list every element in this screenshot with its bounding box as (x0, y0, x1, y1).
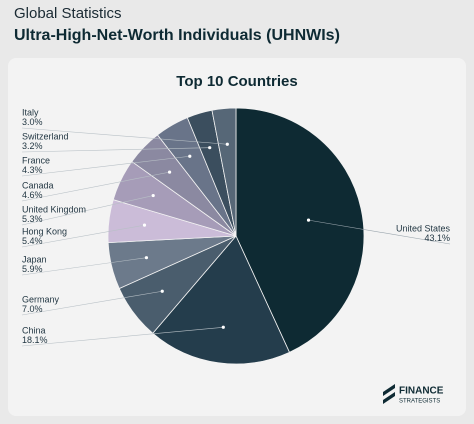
slice-value: 18.1% (22, 335, 48, 345)
leader-dot (167, 170, 172, 174)
slice-label: Switzerland (22, 131, 69, 141)
leader-line (21, 326, 224, 347)
slice-label: Germany (22, 294, 60, 304)
logo-line2: STRATEGISTS (399, 399, 440, 405)
leader-line (308, 219, 451, 245)
slice-value: 5.9% (22, 264, 43, 274)
slice-label: Japan (22, 254, 47, 264)
pie-slice (235, 107, 365, 353)
leader-dot (160, 289, 164, 293)
chart-title: Top 10 Countries (176, 73, 297, 90)
slice-value: 7.0% (22, 304, 43, 314)
leader-dot (144, 256, 149, 260)
leader-line (21, 224, 145, 248)
header-title: Ultra-High-Net-Worth Individuals (UHNWIs… (14, 27, 340, 44)
logo: FINANCE STRATEGISTS (383, 384, 444, 405)
leader-line (21, 290, 163, 316)
slice-value: 4.6% (22, 190, 43, 200)
slice-label: Canada (22, 180, 54, 190)
slice-label: United Kingdom (22, 204, 86, 214)
leader-dot (225, 142, 229, 146)
leader-line (21, 171, 170, 202)
leader-dot (208, 146, 212, 150)
leader-line (21, 195, 154, 226)
slice-label: France (22, 155, 50, 165)
slice-label: China (22, 325, 46, 335)
leader-dot (188, 154, 192, 158)
slice-value: 5.3% (22, 214, 43, 224)
pie-slice (152, 235, 290, 365)
logo-icon (383, 384, 395, 404)
slice-label: United States (396, 223, 451, 233)
leader-line (21, 257, 147, 276)
leader-dot (142, 223, 147, 227)
leader-dot (151, 193, 155, 198)
slice-value: 4.3% (22, 165, 43, 175)
pie-slice (211, 107, 237, 237)
leader-dot (306, 218, 311, 222)
slice-value: 5.4% (22, 236, 43, 246)
leader-line (21, 127, 228, 145)
slice-value: 3.0% (22, 117, 43, 127)
logo-line1: FINANCE (399, 386, 444, 397)
slice-label: Hong Kong (22, 226, 67, 236)
header-kicker: Global Statistics (14, 5, 122, 22)
slice-value: 3.2% (22, 141, 43, 151)
leader-line (21, 147, 210, 153)
leader-dot (221, 325, 225, 329)
leader-line (21, 155, 190, 177)
slice-label: Italy (22, 107, 39, 117)
slice-value: 43.1% (424, 233, 450, 243)
